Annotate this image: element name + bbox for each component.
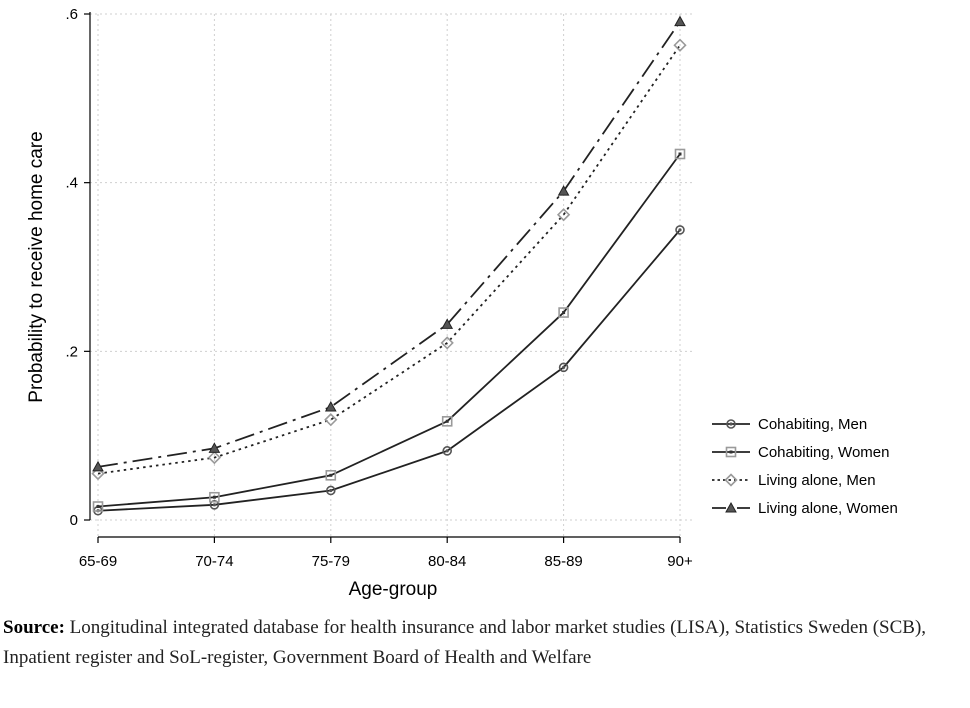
legend-label: Living alone, Men	[758, 472, 876, 489]
y-tick-label: .6	[65, 6, 78, 23]
x-tick-label: 75-79	[312, 553, 350, 570]
point-marker-diamond	[207, 450, 222, 465]
point-marker-circle	[558, 362, 569, 373]
point-marker-dot	[329, 488, 333, 493]
point-marker-diamond	[91, 466, 105, 481]
point-marker-triangle	[557, 185, 570, 196]
point-marker-square	[92, 501, 104, 512]
point-marker-diamond	[440, 336, 454, 350]
line-chart: 0 .2 .4 .6 65-69 70-74 75-79 80-84 85-89 90+ Coha…	[26, 6, 898, 600]
point-marker-dot	[562, 365, 566, 369]
point-marker-dot	[445, 419, 449, 423]
legend-entry: Living alone, Women	[712, 500, 898, 517]
series-living-alone-women	[92, 15, 686, 472]
point-marker-dot	[212, 495, 216, 499]
series-living-alone-men	[91, 38, 687, 481]
point-marker-square	[325, 470, 337, 481]
point-marker-dot	[562, 311, 566, 315]
legend-entry: Cohabiting, Women	[712, 444, 889, 461]
y-tick-label: 0	[70, 512, 78, 529]
point-marker-dot	[678, 228, 682, 232]
point-marker-square	[674, 148, 686, 160]
point-marker-dot	[329, 473, 333, 477]
series-line	[97, 44, 681, 475]
point-marker-triangle	[208, 442, 221, 453]
axes: 0 .2 .4 .6 65-69 70-74 75-79 80-84 85-89 90+	[65, 6, 692, 570]
y-tick-label: .2	[65, 343, 78, 360]
x-tick-label: 70-74	[195, 553, 233, 570]
legend-entry: Living alone, Men	[712, 472, 876, 489]
point-marker-dot	[445, 449, 449, 453]
legend-label: Cohabiting, Women	[758, 444, 889, 461]
x-tick-label: 65-69	[79, 553, 117, 570]
y-axis-title: Probability to receive home care	[26, 131, 47, 402]
point-marker-circle	[726, 419, 736, 429]
point-marker-square	[725, 446, 737, 458]
point-marker-dot	[729, 450, 733, 454]
source-caption: Source: Longitudinal integrated database…	[3, 613, 968, 673]
point-marker-circle	[325, 485, 336, 496]
point-marker-triangle	[324, 400, 337, 412]
point-marker-circle	[675, 225, 685, 235]
point-marker-square	[209, 491, 220, 503]
point-marker-square	[558, 307, 569, 318]
point-marker-dot	[729, 422, 733, 426]
legend-label: Living alone, Women	[758, 500, 898, 517]
y-tick-label: .4	[65, 175, 78, 192]
legend-label: Cohabiting, Men	[758, 416, 867, 433]
point-marker-triangle	[92, 460, 104, 472]
point-marker-circle	[442, 446, 453, 456]
series-line	[97, 153, 681, 508]
x-axis-title: Age-group	[349, 579, 438, 600]
x-tick-label: 80-84	[428, 553, 466, 570]
point-marker-diamond	[724, 473, 738, 487]
point-marker-circle	[209, 500, 220, 510]
caption-label: Source:	[3, 617, 65, 638]
gridlines	[90, 13, 692, 537]
series-line	[97, 229, 681, 512]
point-marker-diamond	[673, 38, 687, 52]
point-marker-triangle	[674, 15, 686, 27]
point-marker-dot	[96, 505, 100, 509]
x-tick-label: 85-89	[544, 553, 582, 570]
x-tick-label: 90+	[667, 553, 693, 570]
point-marker-diamond	[556, 208, 571, 222]
point-marker-diamond	[324, 413, 338, 427]
point-marker-triangle	[441, 318, 454, 329]
point-marker-dot	[212, 503, 216, 507]
series-cohabiting-women	[92, 148, 686, 512]
point-marker-triangle	[725, 501, 737, 513]
series-layer	[91, 15, 687, 516]
caption-text: Longitudinal integrated database for hea…	[3, 617, 927, 668]
legend-entry: Cohabiting, Men	[712, 416, 867, 433]
legend: Cohabiting, Men Cohabiting, Women Living a…	[712, 416, 898, 517]
point-marker-square	[441, 416, 453, 427]
series-line	[97, 21, 681, 468]
point-marker-dot	[678, 152, 682, 156]
